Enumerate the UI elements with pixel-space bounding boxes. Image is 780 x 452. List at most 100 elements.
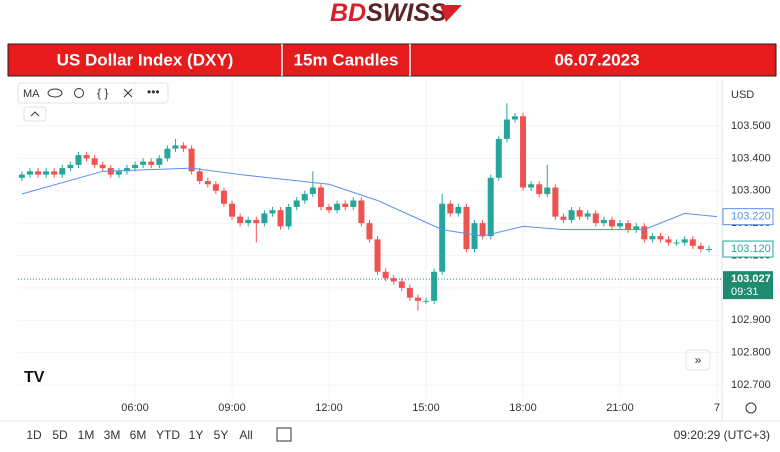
- candle-body: [584, 213, 591, 217]
- range-button[interactable]: All: [239, 428, 252, 442]
- range-button[interactable]: 6M: [130, 428, 147, 442]
- eye-icon[interactable]: [47, 88, 63, 98]
- scroll-icon[interactable]: »: [695, 353, 702, 367]
- candle-body: [366, 223, 373, 240]
- candle-body: [237, 216, 244, 224]
- logo: BDSWISS: [330, 0, 447, 27]
- y-tick-label: 102.800: [731, 347, 771, 359]
- candle-body: [91, 158, 98, 165]
- candle-body: [447, 203, 454, 214]
- candle-body: [67, 164, 74, 169]
- range-button[interactable]: 3M: [104, 428, 121, 442]
- candle-body: [431, 271, 438, 301]
- scroll-button[interactable]: [685, 349, 711, 371]
- candle-body: [123, 168, 130, 172]
- candle-body: [140, 161, 147, 165]
- collapse-icon[interactable]: [30, 111, 40, 117]
- candle-body: [374, 239, 381, 272]
- candle-body: [180, 145, 187, 149]
- date-range-icon[interactable]: [276, 427, 292, 442]
- candle-body: [423, 300, 430, 302]
- range-button[interactable]: YTD: [156, 428, 180, 442]
- code-icon[interactable]: { }: [97, 86, 108, 100]
- candle-body: [625, 223, 632, 230]
- candle-body: [317, 187, 324, 207]
- candle-body: [528, 184, 535, 188]
- range-button[interactable]: 5D: [52, 428, 68, 442]
- candle-body: [99, 164, 106, 169]
- candle-body: [479, 223, 486, 237]
- candle-body: [568, 210, 575, 220]
- candle-body: [26, 171, 33, 175]
- candle-body: [657, 236, 664, 240]
- candle-body: [544, 187, 551, 194]
- candle-body: [552, 187, 559, 217]
- y-tick-label: 103.500: [731, 120, 771, 132]
- y-tick-label: 102.900: [731, 314, 771, 326]
- candle-body: [503, 119, 510, 139]
- range-button[interactable]: 1M: [78, 428, 95, 442]
- candle-body: [196, 171, 203, 182]
- candle-body: [156, 158, 163, 165]
- candle-body: [560, 216, 567, 220]
- currency: USD: [731, 89, 754, 101]
- candle-body: [204, 181, 211, 185]
- candle-body: [641, 226, 648, 240]
- countdown: 09:31: [731, 286, 759, 298]
- logo-part: SWISS: [366, 0, 447, 27]
- close-icon[interactable]: [123, 88, 133, 98]
- more-icon[interactable]: •••: [147, 85, 160, 99]
- candle-body: [277, 210, 284, 227]
- range-button[interactable]: 1D: [26, 428, 42, 442]
- collapse-button[interactable]: [23, 106, 47, 122]
- candle-body: [705, 249, 712, 251]
- logo-part: BD: [330, 0, 366, 27]
- candle-body: [342, 203, 349, 207]
- candle-body: [673, 242, 680, 244]
- candle-body: [439, 203, 446, 272]
- candle-body: [172, 145, 179, 149]
- settings-icon[interactable]: [74, 88, 84, 98]
- x-tick-label: 06:00: [121, 402, 149, 414]
- toolbar: [17, 82, 169, 104]
- candle-body: [212, 184, 219, 191]
- candle-body: [326, 206, 333, 211]
- candle-body: [665, 239, 672, 243]
- candle-body: [592, 213, 599, 224]
- price-label: 103.027: [731, 273, 771, 285]
- candle-body: [229, 203, 236, 217]
- candle-body: [350, 200, 357, 207]
- y-tick-label: 103.300: [731, 185, 771, 197]
- candle-body: [245, 219, 252, 224]
- candle-body: [617, 223, 624, 227]
- candle-body: [414, 297, 421, 301]
- candle-body: [285, 206, 292, 227]
- candle-body: [309, 187, 316, 194]
- candle-body: [35, 171, 42, 175]
- candle-body: [398, 281, 405, 288]
- x-tick-label: 18:00: [509, 402, 537, 414]
- candle-body: [463, 206, 470, 250]
- candle-body: [148, 161, 155, 165]
- banner-border: [7, 43, 777, 77]
- logo-mark: [440, 5, 462, 22]
- candle-body: [115, 171, 122, 175]
- candle-body: [495, 138, 502, 178]
- candle-body: [51, 171, 58, 175]
- axis-settings[interactable]: [745, 402, 757, 414]
- candle-body: [188, 148, 195, 172]
- candle-body: [220, 190, 227, 204]
- x-tick-label: 15:00: [412, 402, 440, 414]
- candle-body: [293, 200, 300, 207]
- candle-body: [697, 245, 704, 250]
- range-button[interactable]: 5Y: [214, 428, 229, 442]
- tv-logo: TV: [24, 369, 45, 386]
- range-button[interactable]: 1Y: [189, 428, 204, 442]
- indicator[interactable]: MA: [23, 88, 40, 100]
- candle-body: [59, 168, 66, 175]
- x-tick-label: 09:00: [218, 402, 246, 414]
- candle-body: [164, 148, 171, 159]
- candle-body: [132, 164, 139, 169]
